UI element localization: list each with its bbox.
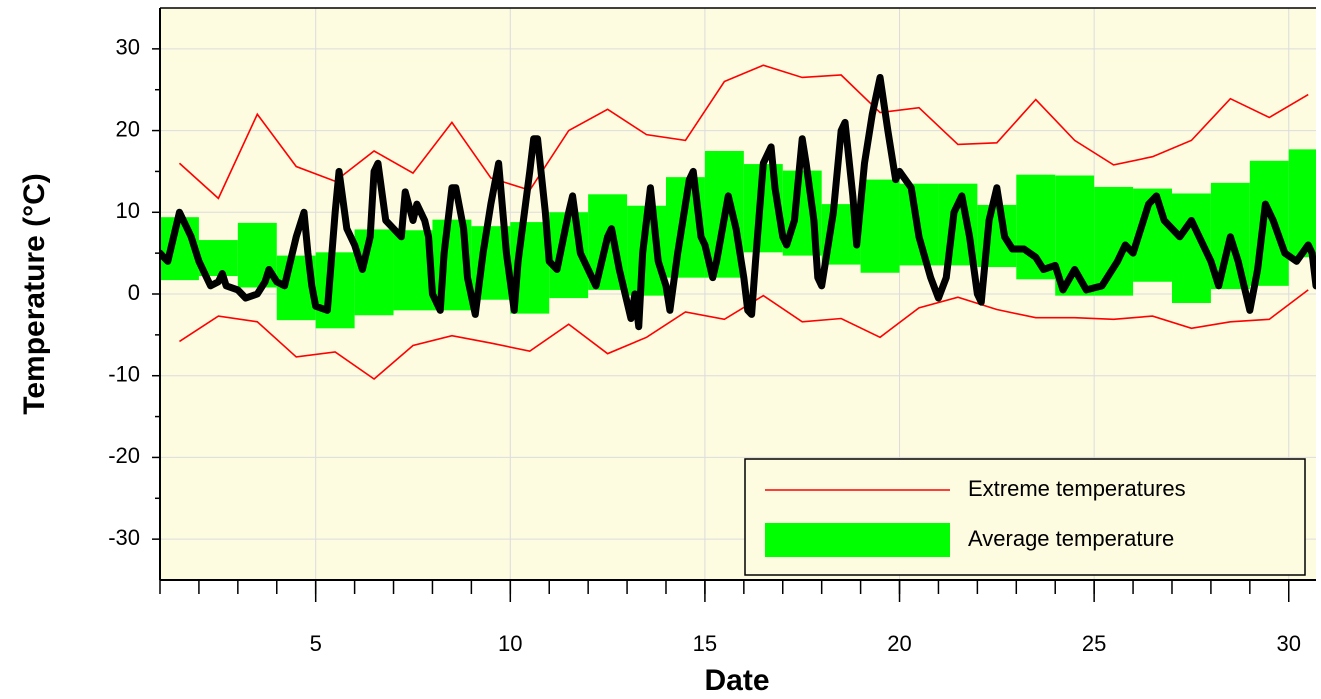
y-tick-label: 30	[116, 35, 140, 60]
legend: Extreme temperatures Average temperature	[744, 458, 1306, 576]
legend-label: Average temperature	[968, 526, 1174, 551]
x-tick-label: 30	[1277, 631, 1301, 656]
data-area	[160, 64, 1316, 380]
x-axis-label: Date	[704, 664, 769, 697]
temperature-line	[160, 73, 1316, 331]
y-tick-label: -30	[108, 525, 140, 550]
average-band	[1094, 186, 1134, 296]
legend-swatch	[765, 523, 950, 557]
average-band	[315, 252, 355, 329]
y-tick-label: 0	[128, 280, 140, 305]
y-tick-label: -20	[108, 443, 140, 468]
x-tick-label: 20	[887, 631, 911, 656]
y-axis-label: Temperature (°C)	[18, 173, 51, 414]
extreme-line	[179, 289, 1309, 380]
y-tick-label: 10	[116, 198, 140, 223]
y-tick-label: -10	[108, 362, 140, 387]
x-tick-label: 10	[498, 631, 522, 656]
x-tick-label: 5	[310, 631, 322, 656]
average-band	[1288, 149, 1316, 258]
average-band	[860, 179, 900, 273]
extreme-line	[178, 64, 1309, 200]
axes: -30 -20 -10 0 10 20 30 5 10 15 20 25 30	[108, 7, 1316, 656]
x-tick-label: 25	[1082, 631, 1106, 656]
x-tick-label: 15	[693, 631, 717, 656]
y-tick-label: 20	[116, 116, 140, 141]
legend-label: Extreme temperatures	[968, 476, 1186, 501]
